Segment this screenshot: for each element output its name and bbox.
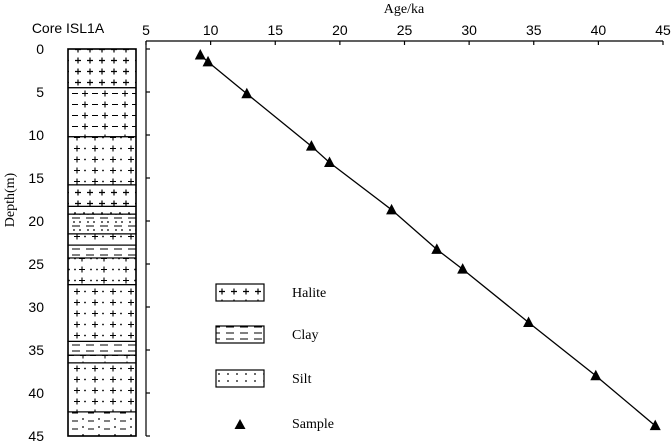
legend: Halite Clay Silt Sample xyxy=(215,283,334,432)
series-line xyxy=(199,54,656,427)
legend-sample-marker xyxy=(234,419,246,429)
sample-point xyxy=(202,55,214,67)
core-label: Core ISL1A xyxy=(32,20,105,36)
y-axis-title: Depth(m) xyxy=(3,172,18,227)
legend-label-silt: Silt xyxy=(292,372,312,387)
core-column-frame xyxy=(67,48,137,437)
y-tick-label: 30 xyxy=(28,299,44,315)
litho-layer-halite-silt xyxy=(67,136,137,186)
x-tick-label: 30 xyxy=(461,22,477,38)
sample-point xyxy=(194,49,206,60)
x-tick-label: 40 xyxy=(591,22,607,38)
litho-layer-halite-silt xyxy=(67,284,137,342)
y-tick-label: 40 xyxy=(28,385,44,401)
litho-layer-halite-clay xyxy=(67,87,137,138)
sample-point xyxy=(590,369,602,381)
legend-swatch-clay xyxy=(215,325,265,344)
litho-layer-clay-silt xyxy=(67,213,137,235)
x-tick-label: 45 xyxy=(655,22,671,38)
y-tick-label: 45 xyxy=(28,428,44,443)
x-axis-title: Age/ka xyxy=(384,2,425,17)
legend-label-halite: Halite xyxy=(292,286,326,301)
litho-layer-halite xyxy=(67,184,137,207)
y-tick-label: 5 xyxy=(36,84,44,100)
legend-label-sample: Sample xyxy=(292,417,334,432)
y-tick-label: 35 xyxy=(28,342,44,358)
sample-point xyxy=(649,419,661,431)
sample-point xyxy=(523,316,535,327)
litho-layer-silt-halite xyxy=(67,257,137,286)
y-tick-label: 20 xyxy=(28,213,44,229)
sample-point xyxy=(457,263,469,274)
x-tick-label: 5 xyxy=(142,22,150,38)
sample-point xyxy=(241,87,253,99)
legend-label-clay: Clay xyxy=(292,328,318,343)
legend-swatch-silt xyxy=(215,369,265,388)
sample-point xyxy=(386,203,398,215)
legend-swatch-halite xyxy=(215,283,265,302)
sample-point xyxy=(305,140,317,151)
x-tick-label: 25 xyxy=(397,22,413,38)
litho-layer-clay xyxy=(67,340,137,356)
litho-layer-silt-clay xyxy=(67,411,137,437)
litho-layer-clay xyxy=(67,244,137,259)
y-tick-label: 15 xyxy=(28,170,44,186)
sample-point xyxy=(431,243,443,254)
litho-layer-halite-silt xyxy=(67,233,137,246)
litho-layer-silt xyxy=(67,205,137,215)
y-tick-label: 0 xyxy=(36,41,44,57)
litho-layer-clay-halite xyxy=(67,354,137,364)
litho-layer-halite-silt xyxy=(67,362,137,413)
x-tick-label: 10 xyxy=(203,22,219,38)
x-tick-label: 20 xyxy=(332,22,348,38)
litho-layer-halite xyxy=(67,48,137,89)
y-tick-label: 25 xyxy=(28,256,44,272)
y-tick-label: 10 xyxy=(28,127,44,143)
x-tick-label: 15 xyxy=(267,22,283,38)
sample-point xyxy=(324,156,336,168)
x-tick-label: 35 xyxy=(526,22,542,38)
